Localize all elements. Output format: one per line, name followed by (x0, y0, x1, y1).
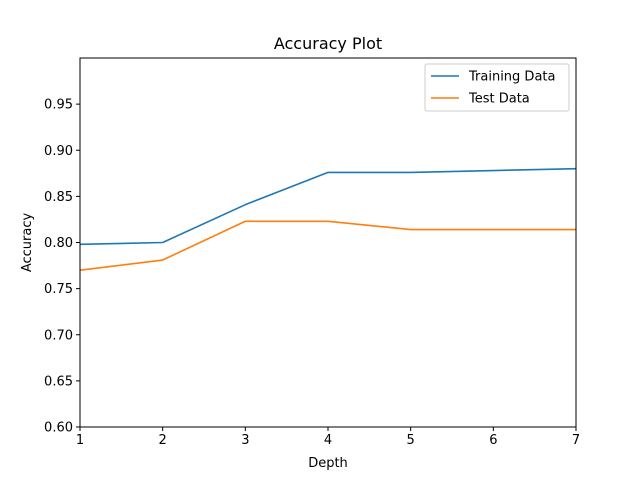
y-axis-ticks: 0.60 0.65 0.70 0.75 0.80 0.85 0.90 0.95 (44, 98, 80, 436)
y-tick-label: 0.90 (44, 144, 73, 159)
legend-label: Test Data (468, 92, 530, 107)
y-tick-label: 0.75 (44, 282, 73, 297)
y-tick-label: 0.95 (44, 98, 73, 113)
series-line-training-data (79, 167, 577, 246)
x-tick-label: 2 (159, 433, 167, 448)
x-tick-label: 7 (572, 433, 580, 448)
chart-title: Accuracy Plot (274, 34, 382, 53)
y-axis-label: Accuracy (20, 213, 35, 273)
series-line-test-data (79, 220, 576, 271)
series-layer (79, 167, 577, 271)
y-tick-label: 0.85 (44, 190, 73, 205)
x-tick-label: 4 (324, 433, 332, 448)
x-tick-label: 6 (489, 433, 497, 448)
x-axis-ticks: 1 2 3 4 5 6 7 (76, 427, 580, 448)
y-tick-label: 0.80 (44, 236, 73, 251)
x-tick-label: 1 (76, 433, 84, 448)
y-tick-label: 0.65 (44, 374, 73, 389)
legend-label: Training Data (468, 70, 555, 85)
legend: Training Data Test Data (424, 63, 570, 112)
x-tick-label: 3 (241, 433, 249, 448)
x-tick-label: 5 (407, 433, 415, 448)
x-axis-label: Depth (308, 456, 348, 471)
y-tick-label: 0.70 (44, 328, 73, 343)
y-tick-label: 0.60 (44, 421, 73, 436)
legend-box (424, 63, 570, 112)
